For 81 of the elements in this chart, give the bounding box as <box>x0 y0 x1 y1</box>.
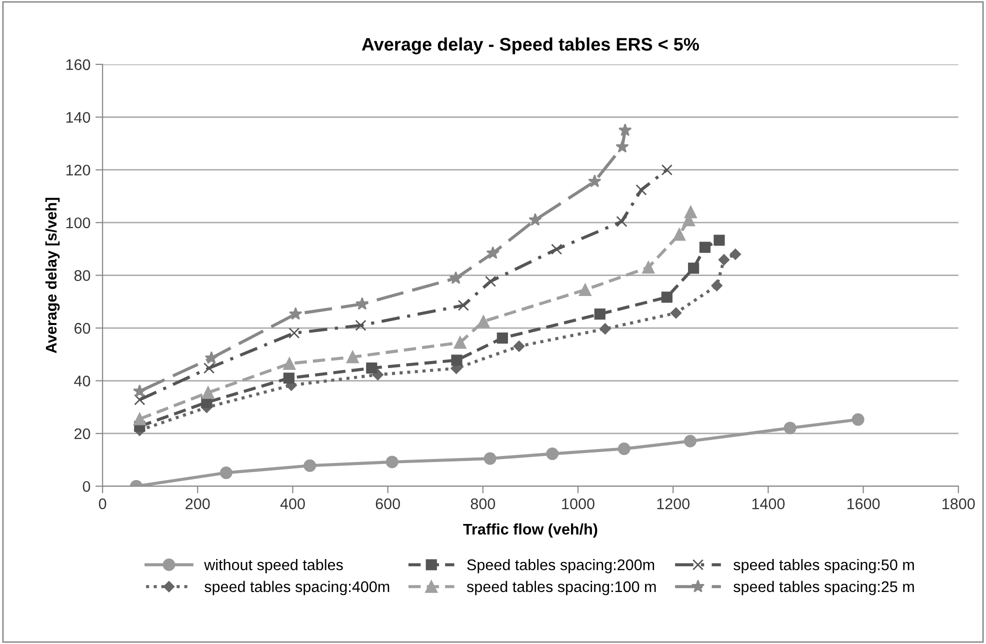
y-tick-label: 40 <box>74 376 90 386</box>
legend-label: Speed tables spacing:200m <box>467 559 654 574</box>
point <box>699 242 711 253</box>
point <box>132 384 146 398</box>
point <box>386 456 398 468</box>
point <box>718 254 730 266</box>
point <box>458 300 469 311</box>
x-tick-label: 200 <box>186 498 210 510</box>
point <box>661 164 672 176</box>
point <box>454 336 466 349</box>
point <box>283 372 294 384</box>
point <box>220 466 232 480</box>
x-tick-label: 1600 <box>847 498 880 510</box>
x-axis-title: Traffic flow (veh/h) <box>463 523 598 538</box>
point <box>288 307 302 320</box>
point <box>588 174 602 188</box>
point <box>133 412 146 426</box>
point <box>451 354 462 366</box>
point <box>203 362 215 374</box>
point <box>730 248 741 260</box>
point <box>304 459 316 472</box>
point <box>449 271 462 284</box>
x-tick-label: 1000 <box>562 498 594 510</box>
y-axis-title: Average delay [s/veh] <box>45 198 60 354</box>
chart-title: Average delay - Speed tables ERS < 5% <box>362 37 700 54</box>
point <box>594 308 606 320</box>
point <box>618 123 632 136</box>
x-tick-label: 600 <box>376 498 400 510</box>
point <box>204 351 218 364</box>
point <box>283 357 296 370</box>
point <box>528 213 542 226</box>
y-tick-label: 20 <box>74 428 90 440</box>
y-tick-label: 0 <box>82 481 90 492</box>
x-tick-label: 0 <box>98 498 106 510</box>
point <box>356 297 369 310</box>
point <box>202 386 214 399</box>
point <box>346 350 359 364</box>
point <box>366 362 378 374</box>
point <box>642 261 655 274</box>
point <box>355 320 366 331</box>
point <box>477 315 490 328</box>
point <box>551 244 562 255</box>
point <box>513 340 525 352</box>
point <box>684 434 696 448</box>
point <box>546 448 559 460</box>
point <box>496 332 508 344</box>
point <box>578 284 592 296</box>
point <box>661 292 672 303</box>
y-tick-label: 140 <box>66 112 90 123</box>
y-tick-label: 100 <box>66 217 90 228</box>
legend-label: speed tables spacing:50 m <box>734 559 914 574</box>
point <box>484 276 496 287</box>
y-tick-label: 120 <box>66 164 90 176</box>
point <box>711 280 722 292</box>
x-tick-label: 1200 <box>657 498 690 510</box>
legend-label: speed tables spacing:25 m <box>734 580 914 596</box>
point <box>684 206 697 218</box>
point <box>616 140 629 153</box>
x-tick-label: 400 <box>280 498 305 510</box>
legend-label: speed tables spacing:100 m <box>466 580 656 596</box>
x-tick-label: 1400 <box>752 498 785 510</box>
x-tick-label: 1800 <box>942 498 975 510</box>
legend-label: without speed tables <box>204 559 343 574</box>
point <box>486 246 500 259</box>
point <box>852 413 864 426</box>
point <box>714 234 725 246</box>
y-tick-label: 80 <box>74 270 90 281</box>
point <box>688 262 700 274</box>
point <box>484 452 496 465</box>
point <box>618 442 630 456</box>
y-tick-label: 60 <box>74 322 90 334</box>
point <box>134 394 146 406</box>
y-tick-label: 160 <box>66 59 90 70</box>
legend-label: speed tables spacing:400m <box>204 580 390 596</box>
point <box>616 216 628 228</box>
point <box>600 323 611 334</box>
point <box>288 327 300 339</box>
x-tick-label: 800 <box>470 498 496 510</box>
point <box>670 307 682 319</box>
point <box>784 422 796 434</box>
point <box>673 228 686 241</box>
